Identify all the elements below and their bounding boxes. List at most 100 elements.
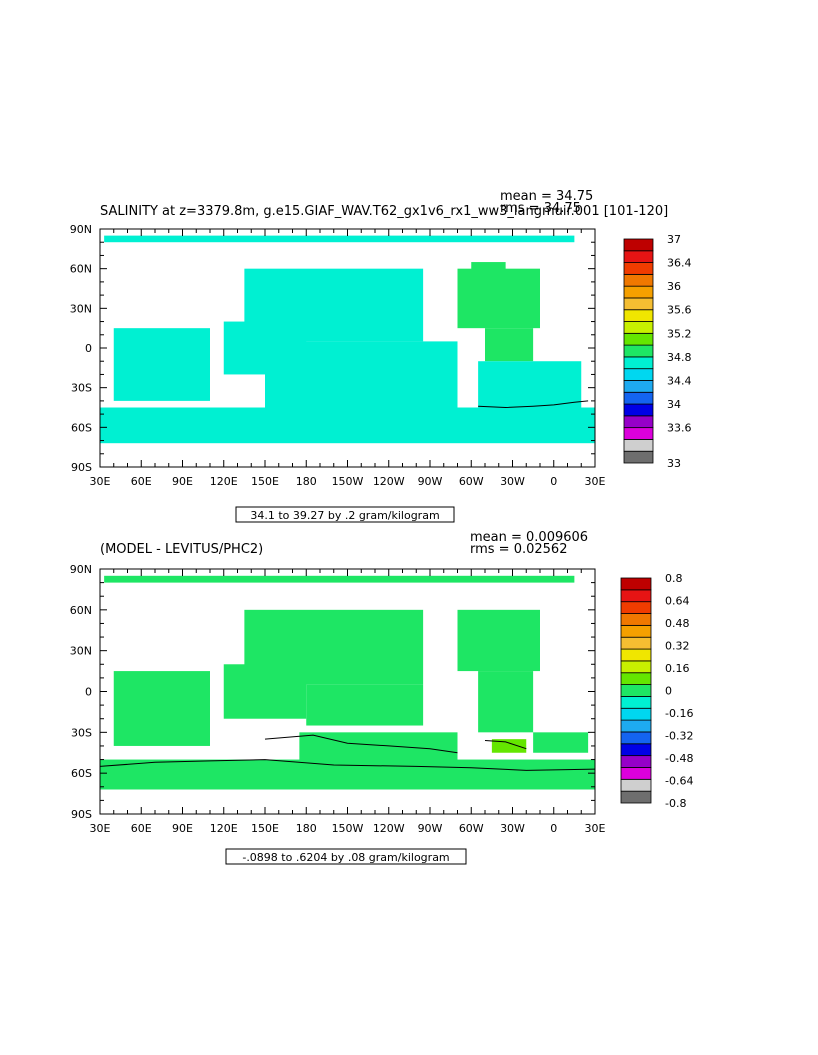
y-tick-label: 60N	[70, 604, 92, 617]
x-tick-label: 120W	[373, 475, 405, 488]
range-label: -.0898 to .6204 by .08 gram/kilogram	[242, 851, 449, 864]
colorbar-swatch	[623, 356, 654, 370]
region-tropical-atlantic	[478, 671, 534, 733]
colorbar-swatch	[623, 391, 654, 405]
panel-title: SALINITY at z=3379.8m, g.e15.GIAF_WAV.T6…	[100, 204, 668, 219]
x-tick-label: 150E	[251, 475, 279, 488]
difference-map: 30E 60E 90E 120E 150E 180 150W 120W 90W 60W 30W 0 30…	[70, 563, 606, 835]
y-tick-label: 0	[85, 342, 92, 355]
colorbar-label: 0.8	[665, 572, 683, 585]
colorbar-label: 34.8	[667, 351, 692, 364]
region-south-atlantic	[478, 361, 582, 408]
x-tick-label: 30E	[90, 475, 111, 488]
colorbar-label: -0.48	[665, 752, 693, 765]
x-tick-label: 60E	[131, 822, 152, 835]
x-tick-label: 90W	[418, 475, 443, 488]
x-tick-label: 180	[296, 475, 317, 488]
colorbar-swatch	[620, 589, 652, 603]
y-tick-label: 60S	[71, 767, 92, 780]
x-tick-label: 120E	[210, 822, 238, 835]
colorbar-swatch	[620, 601, 652, 614]
region-western-pacific	[223, 664, 307, 719]
region-argentine-basin	[491, 739, 527, 753]
colorbar-label: 35.6	[667, 304, 692, 317]
colorbar-swatch	[620, 778, 652, 792]
region-tropical-atlantic	[485, 328, 534, 362]
rms-label: rms = 0.02562	[470, 542, 567, 557]
colorbar-label: -0.32	[665, 730, 693, 743]
region-north-atlantic	[457, 609, 540, 672]
y-tick-label: 60N	[70, 263, 92, 276]
colorbar-label: 33.6	[667, 422, 692, 435]
colorbar-swatch	[623, 250, 654, 263]
colorbar-swatch	[623, 273, 654, 287]
colorbar-label: 37	[667, 233, 681, 246]
x-tick-label: 90W	[418, 822, 443, 835]
region-indian-ocean	[113, 328, 210, 401]
colorbar-swatch	[620, 624, 652, 638]
range-label-box: 34.1 to 39.27 by .2 gram/kilogram	[235, 506, 455, 523]
colorbar-label: 0	[665, 685, 672, 698]
colorbar-swatch	[620, 790, 652, 804]
colorbar-swatch	[620, 731, 652, 745]
y-tick-label: 0	[85, 686, 92, 699]
mean-label: mean = 34.75	[500, 189, 593, 204]
x-tick-label: 150W	[332, 822, 364, 835]
colorbar-label: -0.64	[665, 775, 693, 788]
colorbar-swatch	[623, 427, 654, 440]
x-tick-label: 120W	[373, 822, 405, 835]
x-tick-label: 30W	[500, 475, 525, 488]
region-central-pacific	[306, 684, 424, 726]
colorbar-swatch	[623, 262, 654, 275]
colorbar-swatch	[620, 707, 652, 721]
panel-title: (MODEL - LEVITUS/PHC2)	[100, 542, 263, 557]
colorbar-swatch	[620, 684, 652, 697]
region-north-atlantic	[457, 268, 540, 329]
contour-line	[99, 759, 596, 771]
colorbar-swatch	[623, 321, 654, 334]
x-tick-label: 30E	[90, 822, 111, 835]
x-tick-label: 0	[550, 822, 557, 835]
y-tick-label: 30S	[71, 726, 92, 739]
y-tick-label: 90N	[70, 563, 92, 576]
colorbar-label: 0.16	[665, 662, 690, 675]
colorbar-swatch	[620, 767, 652, 780]
colorbar-label: 33	[667, 457, 681, 470]
region-arctic-ocean	[104, 575, 575, 583]
range-label-box: -.0898 to .6204 by .08 gram/kilogram	[225, 848, 467, 865]
colorbar-swatch	[623, 309, 654, 322]
x-tick-label: 30E	[585, 822, 606, 835]
colorbar-swatch	[620, 660, 652, 674]
range-label: 34.1 to 39.27 by .2 gram/kilogram	[250, 509, 439, 522]
y-tick-label: 30S	[71, 382, 92, 395]
x-tick-label: 150W	[332, 475, 364, 488]
colorbar-swatch	[620, 613, 652, 626]
colorbar-swatch	[623, 332, 654, 346]
y-tick-label: 90S	[71, 808, 92, 821]
colorbar-swatch	[620, 755, 652, 768]
colorbar-swatch	[623, 415, 654, 429]
x-tick-label: 60E	[131, 475, 152, 488]
y-tick-label: 30N	[70, 302, 92, 315]
x-tick-label: 60W	[459, 822, 484, 835]
colorbar-label: 34.4	[667, 374, 692, 387]
colorbar-swatch	[623, 450, 654, 464]
x-tick-label: 30W	[500, 822, 525, 835]
colorbar-swatch	[620, 696, 652, 709]
salinity-colorbar: 33 33.6 34 34.4 34.8 35.2 35.6 36 36.4 37	[623, 233, 692, 470]
region-southern-ocean	[100, 407, 595, 444]
rms-label: rms = 34.75	[500, 201, 581, 216]
salinity-panel: SALINITY at z=3379.8m, g.e15.GIAF_WAV.T6…	[70, 189, 692, 523]
x-tick-label: 150E	[251, 822, 279, 835]
y-tick-label: 30N	[70, 645, 92, 658]
contour-line	[484, 740, 527, 750]
colorbar-swatch	[620, 636, 652, 650]
colorbar-swatch	[623, 439, 654, 452]
mean-label: mean = 0.009606	[470, 530, 588, 545]
colorbar-label: -0.16	[665, 707, 693, 720]
colorbar-swatch	[623, 344, 654, 358]
x-tick-label: 90E	[172, 822, 193, 835]
region-indian-ocean	[113, 671, 210, 746]
colorbar-label: 36.4	[667, 257, 692, 270]
